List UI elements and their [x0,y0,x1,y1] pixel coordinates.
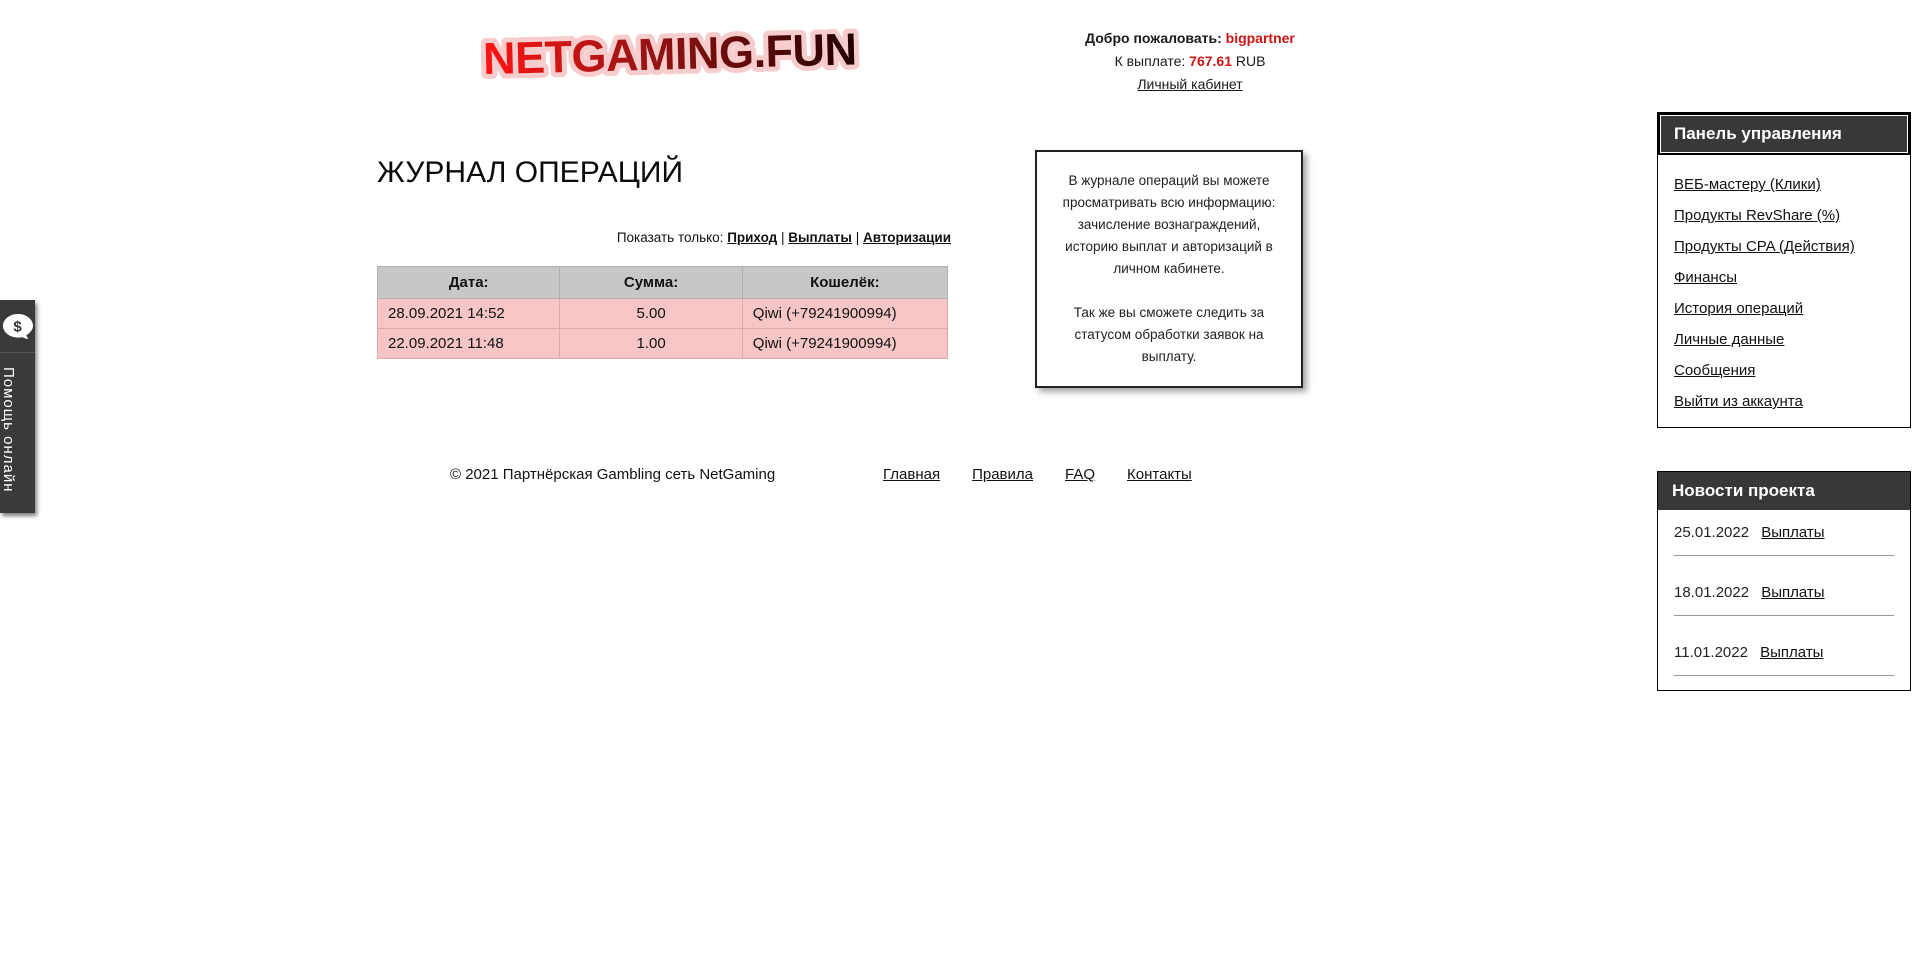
svg-text:NETGAMING.FUN: NETGAMING.FUN [482,23,857,84]
svg-text:$: $ [13,319,22,336]
